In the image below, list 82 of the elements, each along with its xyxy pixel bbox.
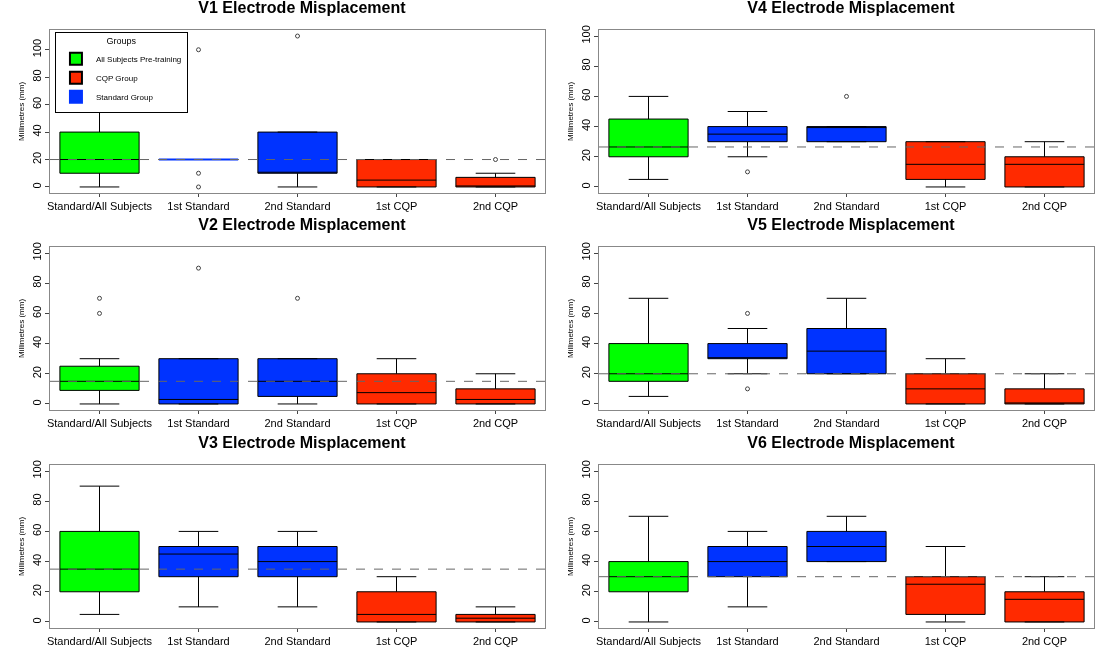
- y-axis-title: Millimetres (mm): [566, 298, 576, 359]
- y-tick-label: 0: [30, 399, 43, 406]
- x-tick-label: 1st CQP: [924, 200, 967, 213]
- x-tick-label: 2nd CQP: [472, 417, 519, 430]
- y-tick-label: 40: [30, 553, 43, 567]
- y-tick-label: 20: [30, 151, 43, 164]
- x-tick-label: 2nd CQP: [472, 635, 519, 648]
- x-tick-label: 1st Standard: [716, 200, 779, 213]
- x-tick-label: 1st Standard: [716, 417, 779, 430]
- y-tick-label: 0: [30, 182, 43, 189]
- chart-title: V4 Electrode Misplacement: [747, 0, 956, 17]
- x-tick-label: 1st Standard: [716, 635, 779, 648]
- y-tick-label: 0: [30, 617, 43, 624]
- y-tick-label: 80: [579, 275, 592, 288]
- y-tick-label: 20: [579, 584, 592, 597]
- y-tick-label: 100: [579, 460, 592, 479]
- y-axis-title: Millimetres (mm): [17, 298, 27, 359]
- y-tick-label: 80: [579, 58, 592, 71]
- y-tick-label: 60: [579, 523, 592, 536]
- y-tick-label: 20: [30, 584, 43, 597]
- y-tick-label: 60: [30, 305, 43, 318]
- x-tick-label: 2nd Standard: [813, 635, 880, 648]
- x-tick-label: 1st Standard: [167, 417, 230, 430]
- y-tick-label: 100: [30, 460, 43, 479]
- y-tick-label: 0: [579, 617, 592, 624]
- y-tick-label: 0: [579, 182, 592, 189]
- chart-title: V6 Electrode Misplacement: [747, 434, 956, 452]
- x-tick-label: Standard/All Subjects: [46, 200, 153, 213]
- y-axis-title: Millimetres (mm): [17, 81, 27, 142]
- legend-label: CQP Group: [95, 73, 139, 83]
- y-tick-label: 100: [579, 242, 592, 261]
- y-tick-label: 40: [579, 335, 592, 349]
- y-axis-title: Millimetres (mm): [566, 81, 576, 142]
- y-tick-label: 60: [579, 88, 592, 101]
- y-tick-label: 100: [30, 242, 43, 261]
- y-axis-title: Millimetres (mm): [566, 516, 576, 577]
- y-axis-title: Millimetres (mm): [17, 516, 27, 577]
- y-tick-label: 20: [30, 366, 43, 379]
- y-tick-label: 60: [30, 96, 43, 110]
- legend-label: All Subjects Pre-training: [95, 54, 182, 64]
- x-tick-label: 2nd CQP: [1021, 635, 1068, 648]
- y-tick-label: 20: [579, 149, 592, 162]
- y-tick-label: 60: [579, 305, 592, 318]
- y-tick-label: 40: [30, 124, 43, 137]
- x-tick-label: 1st CQP: [924, 635, 967, 648]
- y-tick-label: 100: [30, 38, 43, 58]
- x-tick-label: 1st CQP: [375, 417, 418, 430]
- x-tick-label: 2nd Standard: [264, 417, 331, 430]
- x-tick-label: 2nd CQP: [1021, 417, 1068, 430]
- x-tick-label: 1st CQP: [924, 417, 967, 430]
- y-tick-label: 80: [30, 493, 43, 506]
- y-tick-label: 80: [579, 493, 592, 506]
- chart-title: V5 Electrode Misplacement: [747, 216, 956, 234]
- x-tick-label: 1st CQP: [375, 635, 418, 648]
- x-tick-label: 1st CQP: [375, 200, 418, 213]
- x-tick-label: 2nd Standard: [813, 417, 880, 430]
- legend-label: Standard Group: [95, 92, 154, 102]
- x-tick-label: Standard/All Subjects: [595, 200, 702, 213]
- x-tick-label: 2nd CQP: [1021, 200, 1068, 213]
- x-tick-label: 2nd CQP: [472, 200, 519, 213]
- y-tick-label: 40: [579, 553, 592, 567]
- y-tick-label: 20: [579, 366, 592, 379]
- x-tick-label: Standard/All Subjects: [46, 635, 153, 648]
- x-tick-label: Standard/All Subjects: [595, 417, 702, 430]
- x-tick-label: 1st Standard: [167, 635, 230, 648]
- y-tick-label: 40: [579, 118, 592, 132]
- y-tick-label: 80: [30, 275, 43, 288]
- x-tick-label: 2nd Standard: [813, 200, 880, 213]
- y-tick-label: 100: [579, 25, 592, 44]
- x-tick-label: Standard/All Subjects: [46, 417, 153, 430]
- x-tick-label: 2nd Standard: [264, 200, 331, 213]
- y-tick-label: 0: [579, 399, 592, 406]
- chart-title: V1 Electrode Misplacement: [198, 0, 407, 17]
- y-tick-label: 80: [30, 69, 43, 82]
- legend-title: Groups: [106, 36, 137, 47]
- chart-title: V3 Electrode Misplacement: [198, 434, 407, 452]
- y-tick-label: 60: [30, 523, 43, 536]
- x-tick-label: Standard/All Subjects: [595, 635, 702, 648]
- x-tick-label: 2nd Standard: [264, 635, 331, 648]
- y-tick-label: 40: [30, 335, 43, 349]
- chart-title: V2 Electrode Misplacement: [198, 216, 407, 234]
- x-tick-label: 1st Standard: [167, 200, 230, 213]
